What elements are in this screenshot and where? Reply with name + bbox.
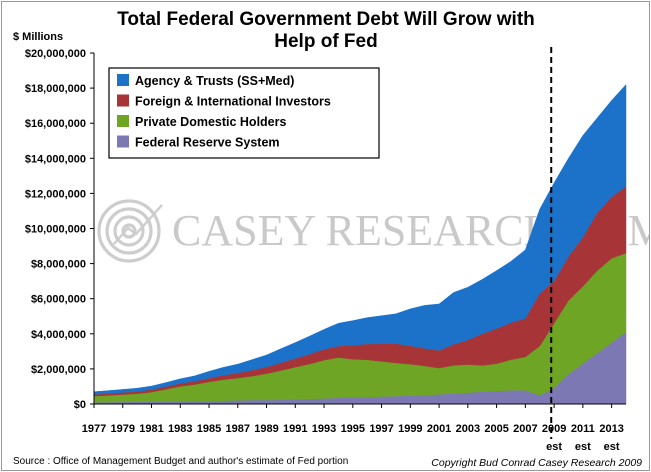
y-axis-unit-label: $ Millions (13, 31, 63, 43)
y-tick-label: $20,000,000 (25, 48, 86, 60)
x-tick-label: 1997 (369, 423, 393, 435)
x-tick-label: 1995 (341, 423, 365, 435)
x-tick-label: 2005 (484, 423, 508, 435)
x-tick-label: 1991 (283, 423, 307, 435)
legend-swatch (117, 74, 129, 86)
legend: Agency & Trusts (SS+Med) Foreign & Intern… (108, 67, 380, 159)
y-tick-label: $14,000,000 (25, 153, 86, 165)
x-tick-label: 1981 (139, 423, 163, 435)
y-tick-label: $8,000,000 (31, 259, 86, 271)
x-axis-ticks: 1977 1979 1981 1983 1985 1987 1989 1991 1993 1995… (82, 404, 624, 435)
x-tick-label: 2007 (513, 423, 537, 435)
area-series-3 (93, 83, 627, 395)
legend-swatch (117, 115, 129, 127)
legend-box (108, 67, 380, 159)
x-tick-label: 2001 (427, 423, 451, 435)
y-axis-ticks: $0 $2,000,000 $4,000,000 $6,000,000 $8,000,0… (25, 48, 94, 411)
y-tick-label: $4,000,000 (31, 329, 86, 341)
legend-label: Agency & Trusts (SS+Med) (135, 74, 294, 88)
y-tick-label: $0 (74, 399, 86, 411)
source-note: Source : Office of Management Budget and… (13, 456, 348, 467)
x-tick-label: 2013 (599, 423, 623, 435)
x-tick-label: 1977 (82, 423, 106, 435)
x-tick-label: 1989 (254, 423, 278, 435)
y-tick-label: $2,000,000 (31, 364, 86, 376)
chart-title-line2: Help of Fed (274, 31, 377, 52)
x-tick-label: 2003 (456, 423, 480, 435)
x-tick-label: 1999 (398, 423, 422, 435)
legend-label: Federal Reserve System (135, 136, 280, 150)
y-tick-label: $6,000,000 (31, 294, 86, 306)
y-tick-label: $16,000,000 (25, 118, 86, 130)
legend-label: Foreign & International Investors (135, 95, 331, 109)
x-tick-label: 1987 (226, 423, 250, 435)
y-tick-label: $18,000,000 (25, 83, 86, 95)
x-tick-label: 1979 (111, 423, 135, 435)
est-label: est (604, 441, 620, 453)
x-tick-label: 1985 (197, 423, 221, 435)
y-tick-label: $12,000,000 (25, 188, 86, 200)
copyright-note: Copyright Bud Conrad Casey Research 2009 (431, 457, 642, 469)
legend-swatch (117, 94, 129, 107)
est-label: est (575, 441, 591, 453)
chart-title-line1: Total Federal Government Debt Will Grow … (117, 9, 535, 30)
est-labels: est est est (546, 441, 620, 453)
legend-swatch (117, 135, 129, 148)
x-tick-label: 1983 (168, 423, 192, 435)
x-tick-label: 2009 (542, 423, 566, 435)
y-tick-label: $10,000,000 (25, 224, 86, 236)
x-tick-label: 1993 (312, 423, 336, 435)
est-label: est (546, 441, 562, 453)
watermark-logo-icon (97, 199, 163, 263)
x-tick-label: 2011 (571, 423, 595, 435)
legend-label: Private Domestic Holders (135, 115, 286, 129)
